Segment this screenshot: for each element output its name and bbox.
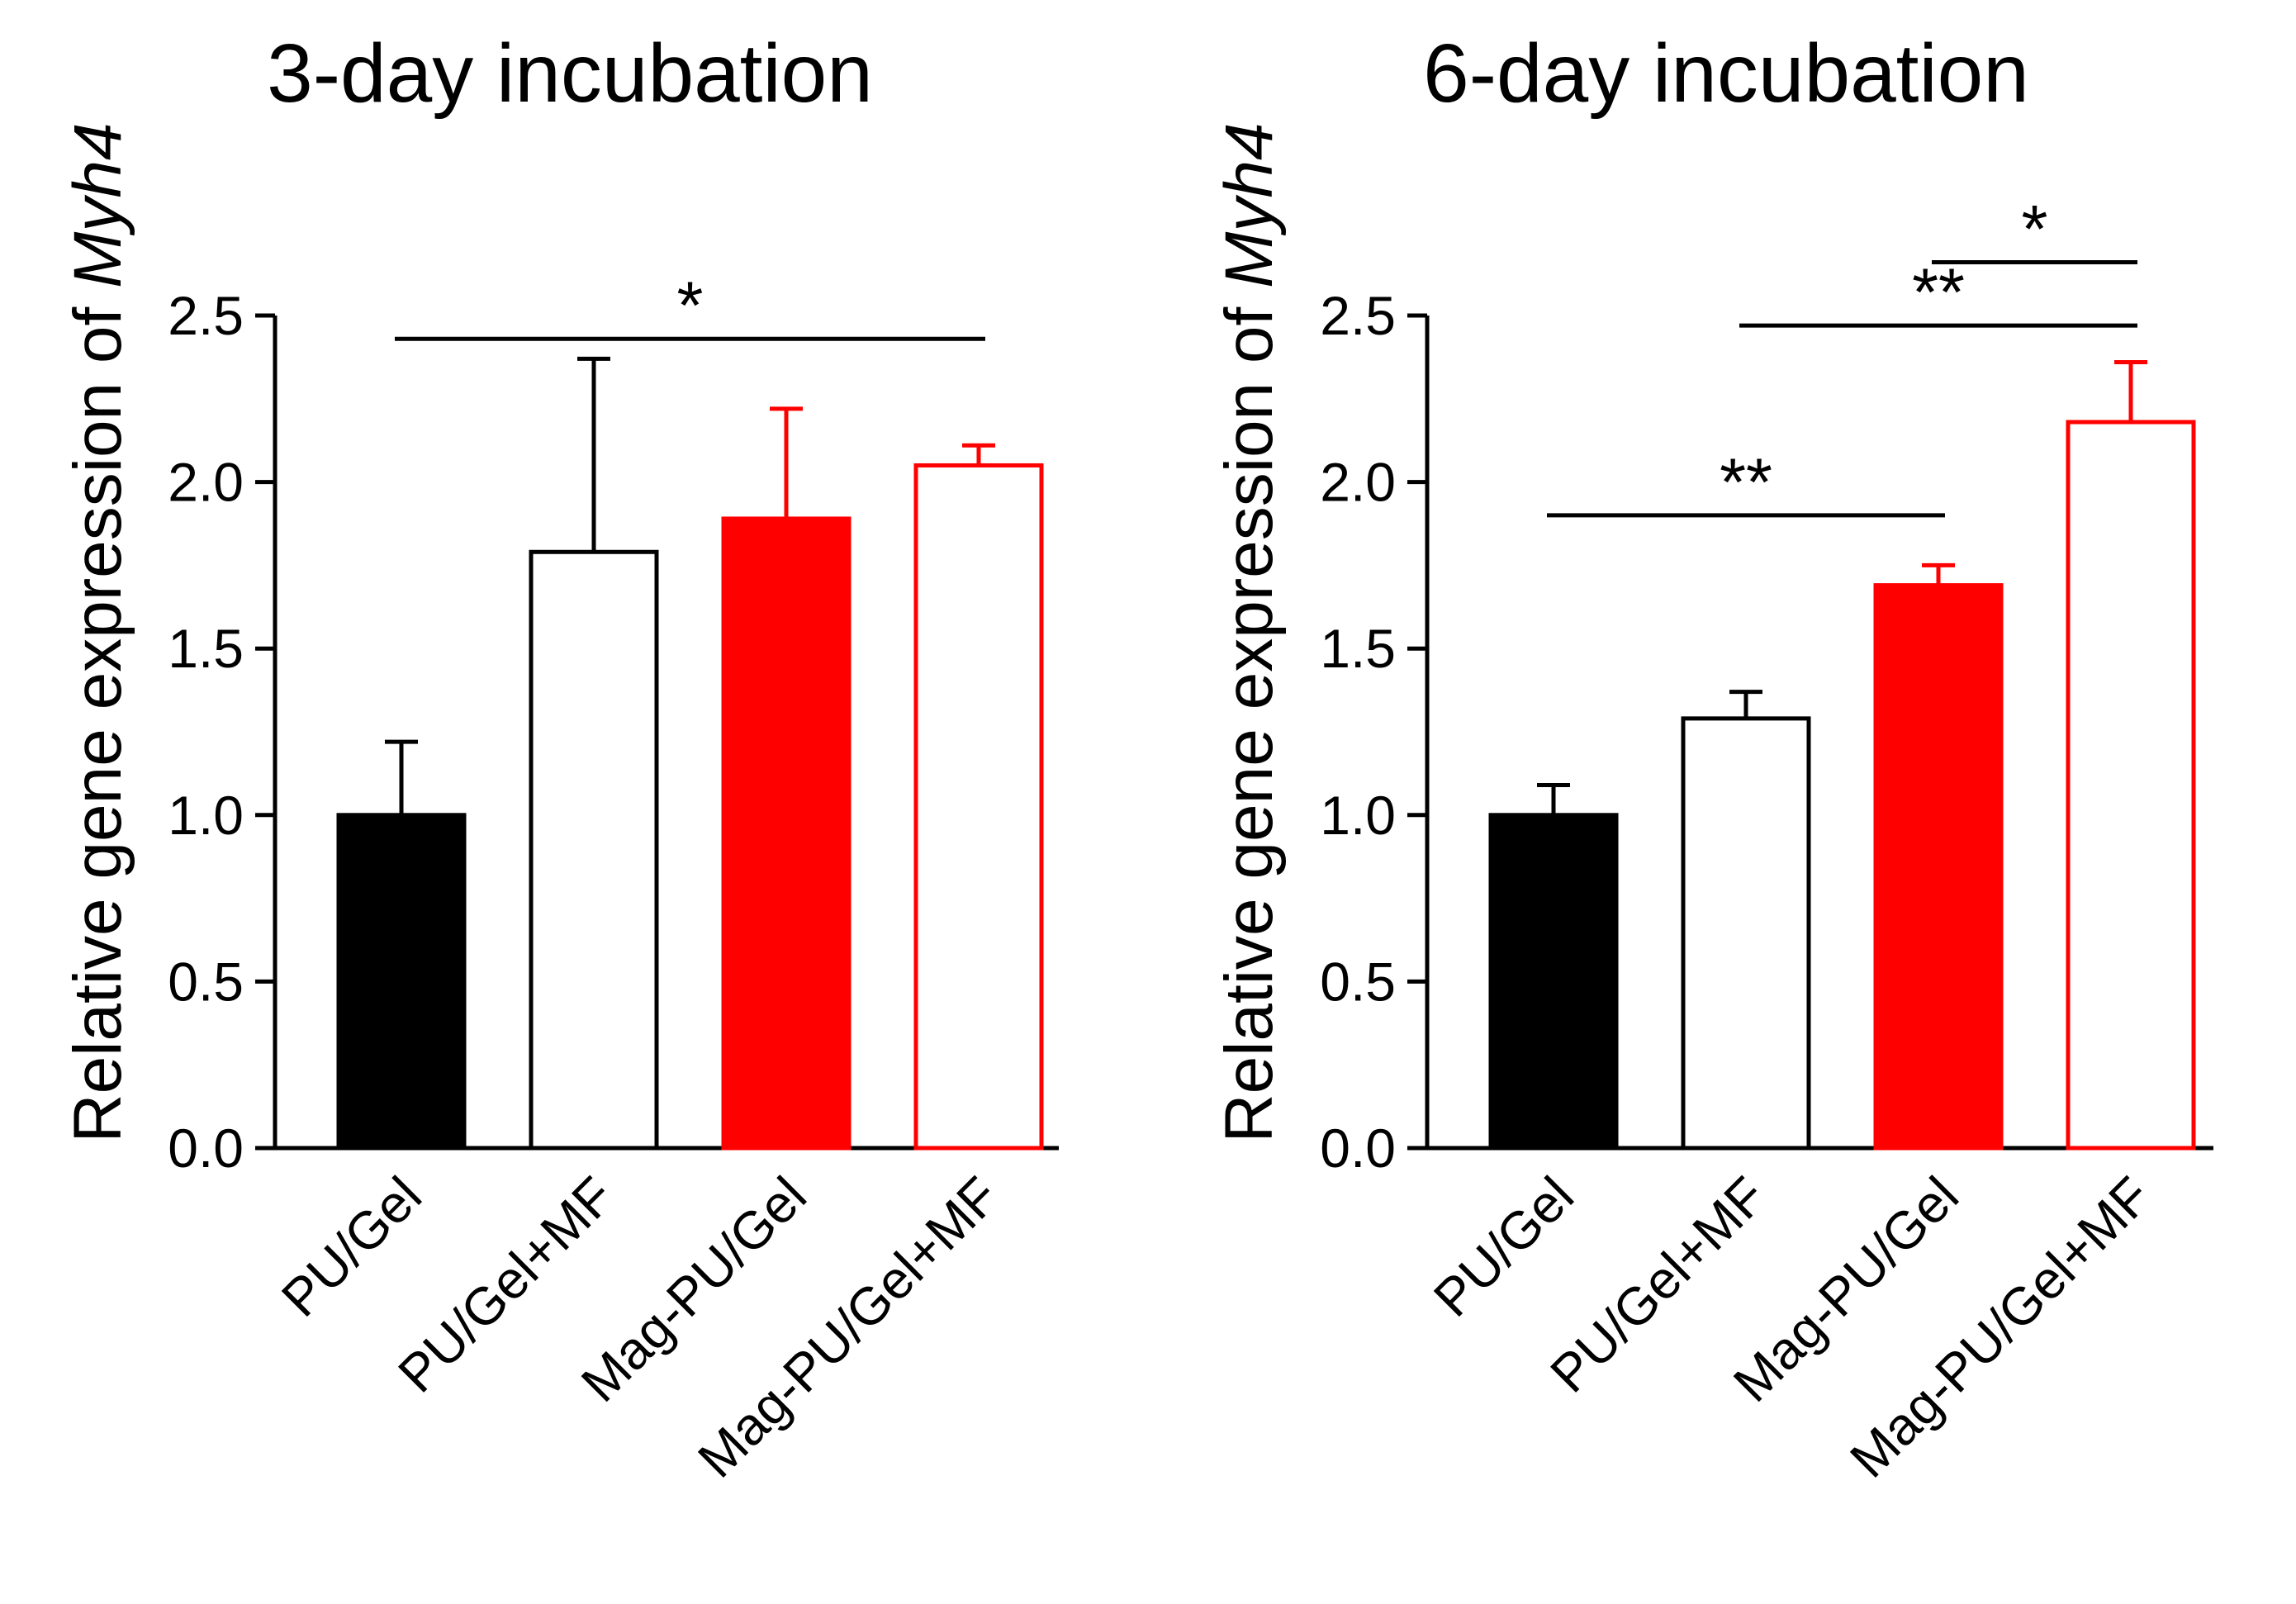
y-tick-label: 0.5 [168, 951, 244, 1012]
y-tick-label: 0.0 [1320, 1118, 1396, 1179]
chart-title: 6-day incubation [1423, 27, 2029, 120]
y-tick-label: 2.0 [168, 452, 244, 513]
y-tick-label: 0.0 [168, 1118, 244, 1179]
y-axis-label-text: Relative gene expression of [1212, 288, 1287, 1143]
y-tick-label: 2.5 [1320, 285, 1396, 346]
chart-panel-2: 6-day incubation Relative gene expression… [1212, 27, 2213, 1489]
y-axis-label-gene: Myh4 [60, 122, 135, 288]
bar-2 [1681, 716, 1811, 1151]
x-category-label: PU/Gel [1422, 1165, 1585, 1328]
bar-3 [1873, 583, 2004, 1151]
bar-4 [913, 463, 1044, 1151]
bar-2 [529, 549, 659, 1151]
y-tick-label: 1.5 [168, 618, 244, 679]
y-tick-label: 2.0 [1320, 452, 1396, 513]
bar-3 [721, 516, 852, 1151]
bar-1 [1488, 813, 1619, 1151]
bar-4 [2066, 420, 2196, 1151]
significance-label-1: * [677, 268, 704, 344]
chart-title: 3-day incubation [267, 27, 873, 120]
significance-label-2: ** [1912, 255, 1965, 330]
x-category-label: PU/Gel [270, 1165, 433, 1328]
y-tick-label: 1.0 [168, 785, 244, 846]
y-tick-label: 1.0 [1320, 785, 1396, 846]
y-tick-label: 2.5 [168, 285, 244, 346]
y-axis-label-text: Relative gene expression of [60, 288, 135, 1143]
bar-1 [336, 813, 467, 1151]
y-tick-label: 0.5 [1320, 951, 1396, 1012]
y-tick-label: 1.5 [1320, 618, 1396, 679]
y-axis-label-gene: Myh4 [1212, 122, 1287, 288]
y-axis-label: Relative gene expression of Myh4 [60, 122, 135, 1142]
significance-label-3: * [2022, 192, 2048, 267]
y-axis-label: Relative gene expression of Myh4 [1212, 122, 1287, 1142]
chart-panel-1: 3-day incubation Relative gene expression… [60, 27, 1059, 1489]
significance-label-1: ** [1720, 445, 1772, 520]
